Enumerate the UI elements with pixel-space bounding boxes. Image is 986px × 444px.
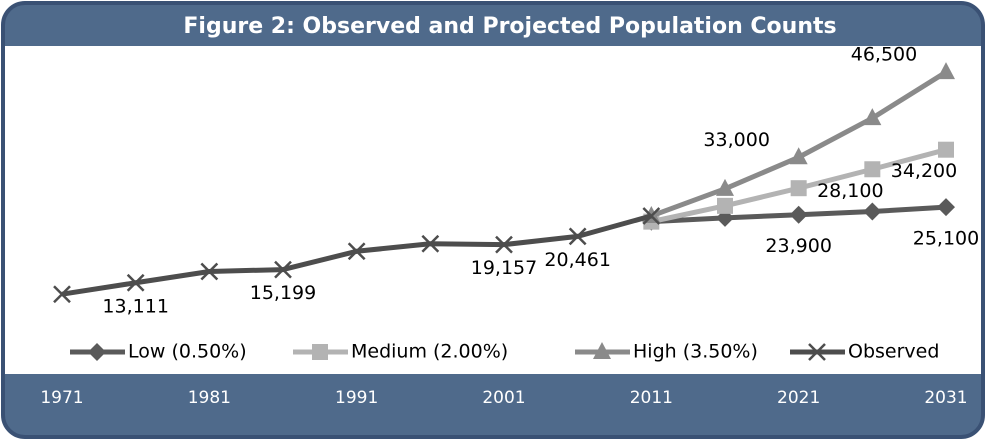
legend-marker: [808, 343, 826, 361]
legend-label: Observed: [848, 341, 939, 363]
data-point: [937, 62, 955, 80]
data-point: [495, 235, 513, 254]
x-tick-label: 2021: [777, 388, 820, 408]
data-label: 20,461: [544, 249, 610, 271]
data-label: 28,100: [817, 180, 883, 202]
legend-marker: [88, 343, 106, 361]
data-label: 15,199: [250, 282, 316, 304]
axis-band: [3, 374, 983, 437]
x-tick-label: 2011: [630, 388, 673, 408]
legend-marker: [312, 344, 328, 360]
chart-title: Figure 2: Observed and Projected Populat…: [183, 14, 836, 39]
data-point: [274, 260, 292, 279]
data-point: [863, 108, 882, 126]
legend-marker: [593, 342, 611, 359]
legend-label: Low (0.50%): [128, 341, 247, 363]
data-point: [717, 197, 733, 214]
data-label: 13,111: [102, 295, 168, 317]
data-point: [421, 234, 440, 253]
data-point: [789, 205, 808, 224]
data-point: [716, 178, 734, 196]
x-tick-label: 1971: [40, 388, 83, 408]
x-tick-label: 1991: [335, 388, 378, 408]
legend-label: High (3.50%): [633, 341, 758, 363]
data-point: [53, 285, 71, 304]
data-label: 25,100: [913, 228, 979, 250]
data-point: [790, 180, 807, 197]
data-point: [789, 147, 808, 165]
data-point: [642, 207, 661, 225]
data-point: [937, 198, 955, 217]
data-point: [200, 262, 219, 281]
x-tick-label: 2001: [482, 388, 525, 408]
title-band: [3, 3, 983, 46]
data-point: [568, 227, 587, 246]
data-point: [864, 161, 881, 178]
data-point: [347, 242, 366, 261]
x-tick-label: 2031: [924, 388, 967, 408]
data-point: [938, 141, 954, 158]
data-label: 19,157: [471, 257, 537, 279]
legend-label: Medium (2.00%): [351, 341, 508, 363]
data-label: 34,200: [891, 160, 957, 182]
x-tick-label: 1981: [188, 388, 231, 408]
data-label: 33,000: [703, 129, 769, 151]
data-label: 23,900: [765, 235, 831, 257]
data-point: [126, 273, 145, 292]
data-point: [863, 202, 882, 221]
data-label: 46,500: [851, 44, 917, 66]
